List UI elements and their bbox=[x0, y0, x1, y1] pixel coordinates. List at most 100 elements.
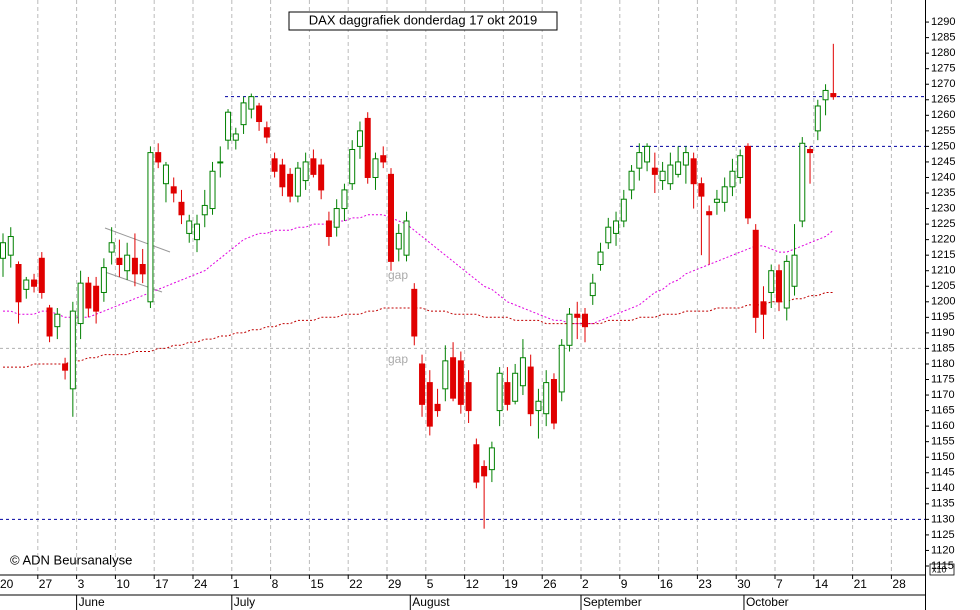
y-tick-label: 1250 bbox=[931, 140, 955, 152]
candle-body bbox=[85, 282, 92, 309]
y-tick-label: 1125 bbox=[931, 529, 955, 541]
candle-body bbox=[240, 102, 247, 126]
y-tick-label: 1255 bbox=[931, 125, 955, 137]
title-box bbox=[288, 11, 558, 31]
candle-body bbox=[194, 223, 200, 241]
candle-body bbox=[100, 267, 107, 293]
candle-body bbox=[558, 344, 565, 393]
y-tick-label: 1180 bbox=[931, 358, 955, 370]
candle-body bbox=[325, 220, 332, 238]
y-tick-label: 1235 bbox=[931, 187, 955, 199]
moving-average bbox=[3, 214, 834, 325]
x-tick-label: 29 bbox=[388, 577, 402, 591]
scale-note-box bbox=[929, 563, 955, 576]
month-label: August bbox=[412, 595, 450, 609]
candle-body bbox=[388, 173, 394, 262]
month-label: October bbox=[746, 595, 789, 609]
candle-body bbox=[62, 363, 69, 371]
y-tick-label: 1160 bbox=[931, 420, 955, 432]
candle-body bbox=[139, 264, 146, 275]
candle-body bbox=[706, 211, 713, 216]
trend-line bbox=[104, 227, 171, 253]
y-tick-label: 1120 bbox=[931, 544, 955, 556]
moving-average bbox=[3, 292, 834, 368]
candle-body bbox=[682, 152, 689, 166]
candle-body bbox=[411, 288, 418, 337]
candle-body bbox=[46, 307, 53, 337]
y-tick-label: 1200 bbox=[931, 296, 955, 308]
candle-body bbox=[830, 93, 837, 98]
candle-body bbox=[271, 158, 278, 172]
candle-body bbox=[287, 173, 294, 197]
candle-body bbox=[116, 257, 123, 265]
x-tick-label: 23 bbox=[698, 577, 712, 591]
y-tick-label: 1260 bbox=[931, 109, 955, 121]
candle-body bbox=[605, 226, 612, 244]
candle-body bbox=[457, 360, 464, 405]
candle-body bbox=[543, 382, 550, 415]
candle-body bbox=[721, 186, 728, 203]
x-tick-label: 9 bbox=[621, 577, 628, 591]
y-tick-label: 1175 bbox=[931, 373, 955, 385]
candle-body bbox=[403, 220, 410, 256]
candle-body bbox=[310, 158, 317, 175]
candle-body bbox=[535, 400, 542, 412]
y-tick-label: 1240 bbox=[931, 171, 955, 183]
y-tick-label: 1115 bbox=[931, 560, 954, 572]
candle-body bbox=[201, 204, 208, 216]
x-tick-label: 16 bbox=[660, 577, 674, 591]
x-tick-label: 14 bbox=[815, 577, 829, 591]
x-tick-label: 12 bbox=[466, 577, 480, 591]
y-tick-label: 1225 bbox=[931, 218, 955, 230]
candle-body bbox=[651, 167, 658, 175]
candle-body bbox=[0, 242, 6, 259]
x-tick-label: 19 bbox=[504, 577, 518, 591]
candle-body bbox=[372, 158, 379, 178]
candle-body bbox=[279, 164, 286, 188]
candle-body bbox=[38, 257, 45, 293]
y-tick-label: 1230 bbox=[931, 202, 955, 214]
x-tick-label: 2 bbox=[582, 577, 589, 591]
candle-body bbox=[170, 186, 177, 194]
annotation: gap bbox=[388, 352, 408, 366]
candle-body bbox=[256, 105, 263, 123]
candle-body bbox=[186, 220, 193, 234]
candle-body bbox=[225, 111, 232, 141]
candle-body bbox=[644, 145, 651, 163]
y-tick-label: 1190 bbox=[931, 327, 955, 339]
candle-body bbox=[527, 366, 534, 415]
candle-body bbox=[31, 279, 38, 287]
candle-body bbox=[582, 313, 588, 328]
candle-body bbox=[675, 161, 682, 175]
candle-body bbox=[613, 220, 620, 234]
x-tick-label: 8 bbox=[272, 577, 279, 591]
x-tick-label: 17 bbox=[155, 577, 169, 591]
candle-body bbox=[783, 260, 790, 309]
candle-body bbox=[155, 152, 162, 163]
candle-body bbox=[209, 170, 216, 210]
month-label: July bbox=[234, 595, 255, 609]
candle-body bbox=[512, 372, 519, 402]
marks-layer bbox=[0, 43, 837, 529]
candle-body bbox=[69, 310, 76, 390]
candle-body bbox=[333, 208, 340, 228]
candle-body bbox=[496, 372, 503, 412]
candle-body bbox=[434, 403, 441, 412]
candle-body bbox=[54, 313, 61, 328]
candle-body bbox=[426, 382, 433, 427]
y-tick-label: 1145 bbox=[931, 467, 955, 479]
y-tick-label: 1130 bbox=[931, 513, 955, 525]
candle-body bbox=[356, 130, 363, 147]
candle-body bbox=[713, 198, 720, 203]
candle-body bbox=[349, 149, 356, 185]
y-tick-label: 1195 bbox=[931, 311, 955, 323]
x-tick-label: 21 bbox=[854, 577, 868, 591]
x-tick-label: 3 bbox=[78, 577, 85, 591]
candle-body bbox=[807, 149, 814, 154]
candle-body bbox=[162, 164, 169, 185]
candle-body bbox=[589, 282, 596, 297]
y-tick-label: 1185 bbox=[931, 342, 955, 354]
candle-body bbox=[93, 285, 100, 312]
scale-note: x10 bbox=[932, 564, 947, 574]
candle-body bbox=[442, 360, 449, 390]
